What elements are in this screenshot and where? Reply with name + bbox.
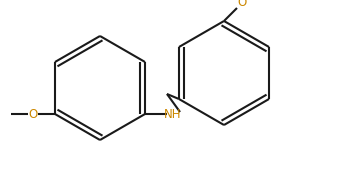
Text: NH: NH	[164, 108, 182, 121]
Text: O: O	[28, 108, 38, 121]
Text: O: O	[237, 0, 247, 10]
